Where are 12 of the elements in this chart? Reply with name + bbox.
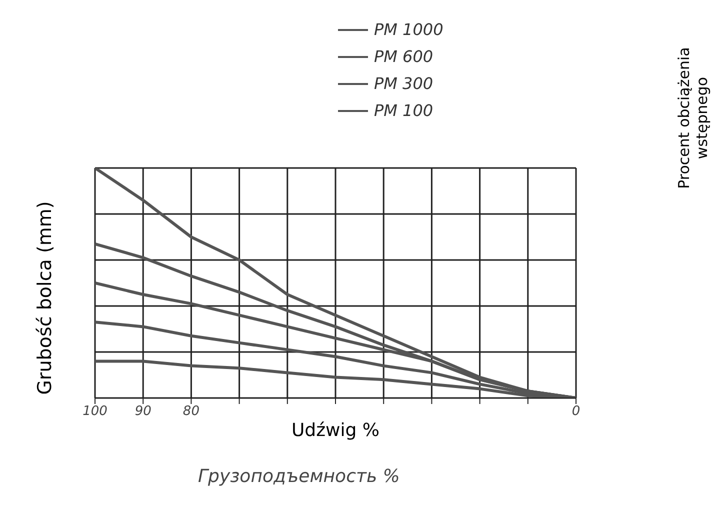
legend-label: PM 100 [374, 101, 434, 120]
x-tick-label: 0 [572, 404, 580, 420]
y-axis-title: Grubość bolca (mm) [34, 201, 56, 395]
text: Грузоподъемность % [198, 466, 400, 487]
legend-label: PM 600 [374, 47, 434, 66]
legend-label: PM 1000 [374, 20, 444, 39]
legend-label: PM 300 [374, 74, 434, 93]
text: Procent obciążenia wstępnego [675, 46, 711, 191]
x-axis-title: Udźwig % [291, 420, 380, 441]
x-tick-label: 80 [182, 404, 200, 420]
x-tick-label: 100 [82, 404, 108, 420]
x-tick-label: 90 [134, 404, 152, 420]
